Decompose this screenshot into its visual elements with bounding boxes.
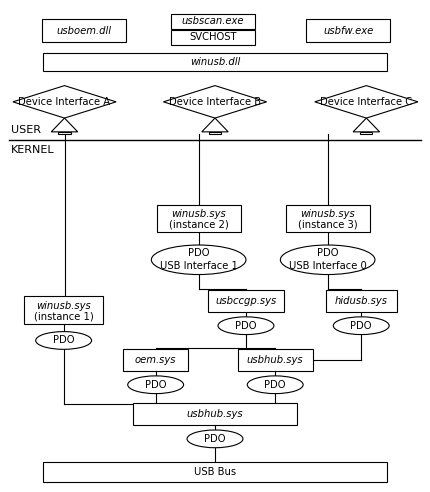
Text: (instance 1): (instance 1) xyxy=(34,311,93,321)
Text: winusb.sys: winusb.sys xyxy=(36,301,91,311)
Text: Device Interface A: Device Interface A xyxy=(18,97,111,107)
Text: PDO: PDO xyxy=(317,248,338,258)
Text: winusb.sys: winusb.sys xyxy=(300,209,355,219)
Bar xyxy=(157,205,241,232)
Bar xyxy=(360,132,372,134)
Text: PDO: PDO xyxy=(235,321,257,331)
Text: oem.sys: oem.sys xyxy=(135,355,176,365)
Text: PDO: PDO xyxy=(188,248,209,258)
Bar xyxy=(24,296,103,324)
Ellipse shape xyxy=(151,245,246,275)
Bar xyxy=(42,19,126,42)
Polygon shape xyxy=(353,118,380,132)
Text: winusb.sys: winusb.sys xyxy=(171,209,226,219)
Text: Device Interface C: Device Interface C xyxy=(320,97,412,107)
Text: Device Interface B: Device Interface B xyxy=(169,97,261,107)
Text: hidusb.sys: hidusb.sys xyxy=(335,296,388,306)
Bar xyxy=(58,132,71,134)
Text: PDO: PDO xyxy=(204,434,226,444)
Bar xyxy=(306,19,390,42)
Bar xyxy=(123,349,188,371)
Bar xyxy=(208,290,284,312)
Text: PDO: PDO xyxy=(264,380,286,390)
Text: usbhub.sys: usbhub.sys xyxy=(187,409,243,419)
Polygon shape xyxy=(315,86,418,118)
Polygon shape xyxy=(163,86,267,118)
Bar xyxy=(171,30,255,45)
Bar xyxy=(286,205,369,232)
Text: PDO: PDO xyxy=(350,321,372,331)
Ellipse shape xyxy=(333,317,389,335)
Bar xyxy=(43,462,387,482)
Ellipse shape xyxy=(218,317,274,335)
Text: usbhub.sys: usbhub.sys xyxy=(247,355,304,365)
Text: usboem.dll: usboem.dll xyxy=(56,26,111,35)
Text: (instance 3): (instance 3) xyxy=(298,219,357,229)
Polygon shape xyxy=(202,118,228,132)
Text: (instance 2): (instance 2) xyxy=(169,219,228,229)
Text: PDO: PDO xyxy=(53,336,74,345)
Ellipse shape xyxy=(128,376,184,394)
Polygon shape xyxy=(13,86,116,118)
Ellipse shape xyxy=(247,376,303,394)
Text: usbscan.exe: usbscan.exe xyxy=(181,16,244,26)
Ellipse shape xyxy=(280,245,375,275)
Text: SVCHOST: SVCHOST xyxy=(189,32,236,42)
Bar xyxy=(171,14,255,29)
Text: USER: USER xyxy=(11,125,41,135)
Ellipse shape xyxy=(36,332,92,349)
Bar xyxy=(43,53,387,71)
Bar xyxy=(326,290,396,312)
Bar xyxy=(237,349,313,371)
Text: usbfw.exe: usbfw.exe xyxy=(323,26,373,35)
Text: winusb.dll: winusb.dll xyxy=(190,57,240,67)
Text: KERNEL: KERNEL xyxy=(11,145,54,155)
Text: usbccgp.sys: usbccgp.sys xyxy=(215,296,276,306)
Text: USB Bus: USB Bus xyxy=(194,467,236,477)
Ellipse shape xyxy=(187,430,243,448)
Text: USB Interface 0: USB Interface 0 xyxy=(289,261,366,271)
Polygon shape xyxy=(51,118,78,132)
Text: USB Interface 1: USB Interface 1 xyxy=(160,261,238,271)
Bar xyxy=(209,132,221,134)
Bar xyxy=(133,403,297,425)
Text: PDO: PDO xyxy=(145,380,166,390)
